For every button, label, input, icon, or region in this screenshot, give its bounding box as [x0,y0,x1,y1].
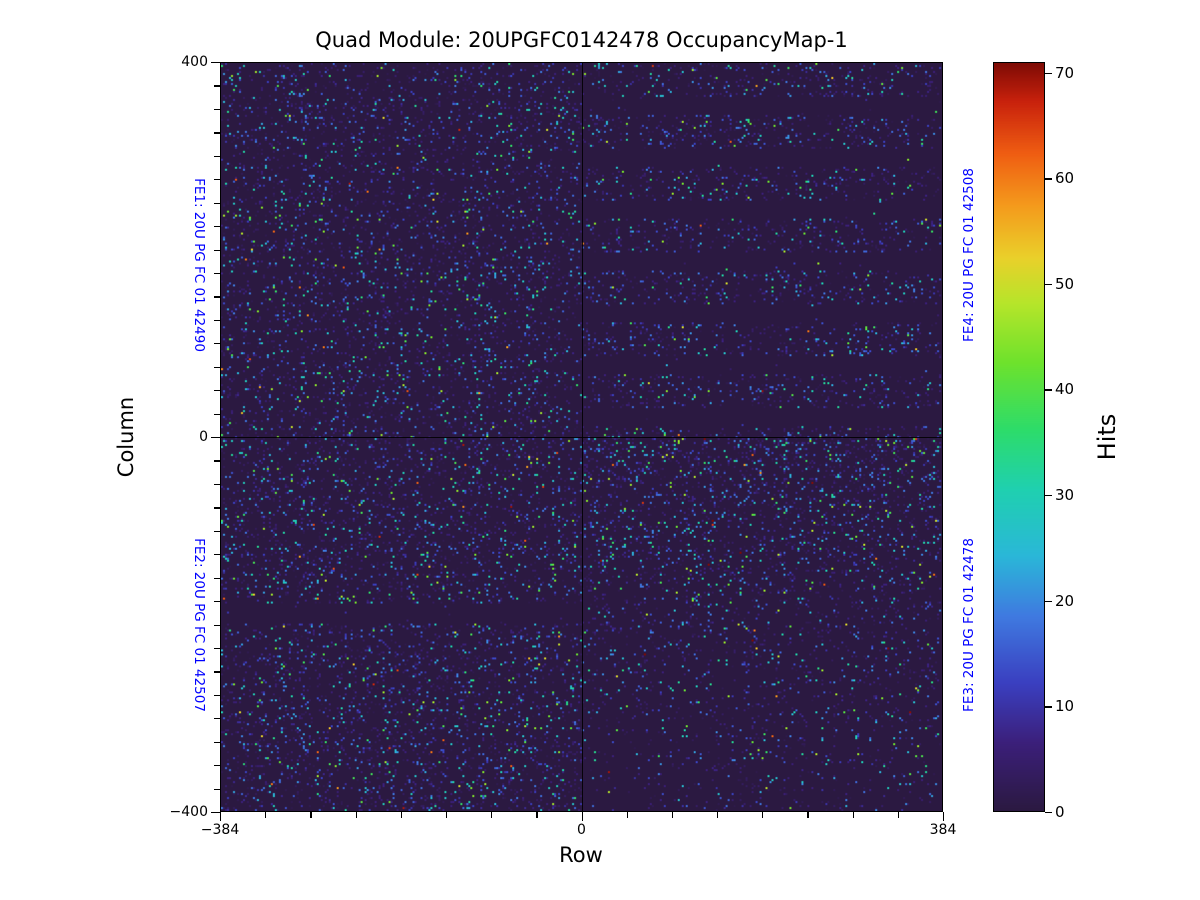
x-tick-label: 0 [577,822,586,838]
y-tick-minor [214,343,220,345]
x-tick-minor [536,812,538,818]
colorbar-label: Hits [1093,413,1121,461]
x-tick-minor [852,812,854,818]
y-tick-minor [214,132,220,134]
x-tick-label: −384 [200,822,240,838]
y-tick-minor [214,741,220,743]
y-tick-minor [214,272,220,275]
x-tick-minor [762,812,764,818]
y-tick-minor [214,671,220,673]
x-tick-minor [897,812,899,818]
y-tick-minor [214,507,220,509]
y-tick-minor [214,788,220,790]
y-tick-major [211,437,220,439]
colorbar-tick [1045,812,1052,814]
y-axis-label: Column [114,396,138,478]
x-tick-minor [265,812,267,818]
y-tick-minor [214,601,220,603]
colorbar-tick-label: 70 [1055,63,1075,82]
y-tick-minor [214,765,220,767]
y-tick-minor [214,554,220,556]
x-tick-minor [400,812,402,818]
y-tick-label: 400 [181,54,208,70]
y-tick-minor [214,108,220,111]
y-tick-minor [214,460,220,462]
quadrant-divider-horizontal [221,437,942,438]
x-tick-minor [717,812,719,818]
fe-label-fe3: FE3: 20U PG FC 01 42478 [961,538,977,712]
colorbar-tick [1045,72,1052,74]
y-tick-label: 0 [199,429,208,445]
colorbar-tick [1045,495,1052,497]
colorbar-tick [1045,389,1052,391]
chart-title: Quad Module: 20UPGFC0142478 OccupancyMap… [315,28,848,52]
y-tick-minor [214,226,220,228]
y-tick-minor [214,296,220,298]
x-tick-minor [355,812,357,818]
x-tick-major [220,812,222,821]
y-tick-minor [214,390,220,392]
colorbar-tick-label: 20 [1055,591,1075,610]
x-tick-major [581,812,583,821]
y-tick-minor [214,413,220,415]
colorbar-tick [1045,283,1052,286]
fe-label-fe2: FE2: 20U PG FC 01 42507 [191,538,207,712]
x-tick-major [943,812,945,821]
y-tick-minor [214,366,220,368]
y-tick-minor [214,694,220,696]
colorbar-tick-label: 0 [1055,803,1065,821]
y-tick-minor [214,179,220,181]
y-tick-minor [214,577,220,579]
y-tick-minor [214,624,220,626]
colorbar-tick-label: 30 [1055,486,1075,505]
x-tick-minor [445,812,448,818]
y-tick-minor [214,85,220,87]
colorbar-tick-label: 50 [1055,274,1075,293]
y-tick-label: −400 [169,804,208,820]
colorbar-tick-label: 40 [1055,380,1075,399]
colorbar-tick-label: 10 [1055,697,1075,716]
colorbar-tick [1045,706,1052,708]
heatmap-plot-area[interactable] [220,62,943,812]
x-tick-minor [671,812,674,818]
x-axis-label: Row [559,843,603,867]
colorbar[interactable] [993,62,1045,812]
y-tick-minor [214,647,220,650]
colorbar-tick [1045,600,1052,603]
y-tick-minor [214,202,220,204]
y-tick-minor [214,319,220,321]
y-tick-minor [214,249,220,251]
y-tick-minor [214,155,220,157]
y-tick-minor [214,483,220,486]
colorbar-tick-label: 60 [1055,169,1075,188]
x-tick-label: 384 [929,822,957,838]
x-tick-minor [807,812,809,818]
y-tick-major [211,62,220,64]
fe-label-fe1: FE1: 20U PG FC 01 42490 [191,178,207,352]
x-tick-minor [626,812,628,818]
y-tick-minor [214,530,220,532]
y-tick-major [211,812,220,814]
x-tick-minor [310,812,312,818]
x-tick-minor [491,812,493,818]
y-tick-minor [214,718,220,720]
fe-label-fe4: FE4: 20U PG FC 01 42508 [961,168,977,342]
colorbar-gradient [994,63,1044,811]
colorbar-tick [1045,178,1052,180]
